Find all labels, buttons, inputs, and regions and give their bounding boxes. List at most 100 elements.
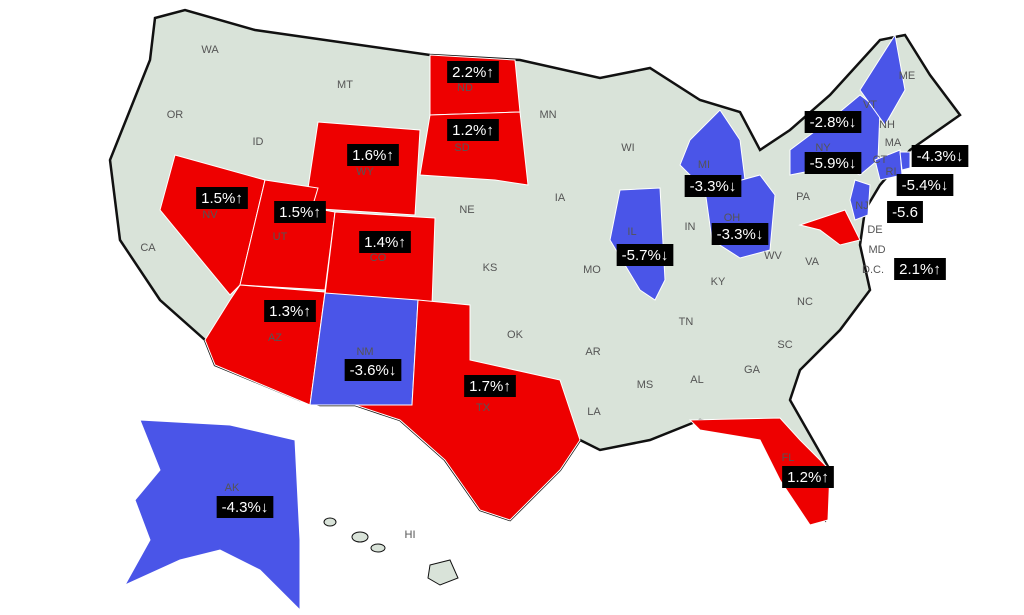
state-abbr: NJ [855,200,868,212]
change-badge: 2.2%↑ [447,61,499,83]
change-badge: -2.8%↓ [804,111,862,133]
change-label: 1.2%↑ [787,469,829,486]
state-abbr: KS [483,262,498,274]
state-abbr: ND [457,82,473,94]
state-abbr: NY [815,142,831,154]
state-abbr: OR [167,109,184,121]
change-badge: -4.3%↓ [216,496,274,518]
state-abbr: DE [867,224,882,236]
state-abbr: RI [886,166,897,178]
state-abbr: CA [140,242,156,254]
change-badge: -5.9%↓ [804,152,862,174]
state-abbr: AK [225,482,240,494]
state-abbr: VT [863,99,877,111]
badge-bg [896,174,954,196]
state-abbr: WA [201,44,219,56]
change-badge: 1.4%↑ [359,231,411,253]
change-label: -3.3%↓ [690,178,737,195]
state-md [798,209,861,246]
change-label: -3.3%↓ [717,226,764,243]
state-abbr: MN [539,109,556,121]
change-label: 2.1%↑ [899,261,941,278]
state-abbr: MD [868,244,885,256]
change-badge: 1.2%↑ [782,466,834,488]
change-badge: 1.5%↑ [274,201,326,223]
change-label: -5.7%↓ [622,247,669,264]
state-abbr: OH [724,212,741,224]
state-sd [419,111,529,186]
change-badge: 1.6%↑ [347,144,399,166]
state-abbr: IN [685,221,696,233]
state-fl [688,417,831,526]
change-label: -2.8%↓ [810,114,857,131]
badge-bg [782,466,834,488]
change-badge: 1.5%↑ [196,187,248,209]
state-abbr: NE [459,204,474,216]
badge-bg [911,145,969,167]
badge-bg [804,111,862,133]
state-abbr: CT [873,154,888,166]
state-abbr: WI [621,142,634,154]
state-abbr: SC [777,339,792,351]
state-abbr: AR [585,346,600,358]
state-tx [354,299,581,521]
state-abbr: AZ [268,332,282,344]
badge-bg [894,258,946,280]
state-abbr: MS [637,379,654,391]
state-abbr: ID [253,136,264,148]
state-ak [123,419,301,612]
badge-bg [216,496,274,518]
change-label: 1.5%↑ [279,204,321,221]
state-abbr: CO [370,252,387,264]
change-label: 1.6%↑ [352,147,394,164]
badge-bg [711,223,769,245]
change-badge: -5.7%↓ [616,244,674,266]
change-label: 1.3%↑ [269,303,311,320]
state-ri [899,151,911,171]
change-label: 1.5%↑ [201,190,243,207]
badge-bg [447,119,499,141]
state-abbr: KY [711,276,726,288]
badge-bg [887,201,923,223]
labels: WA OR CA ID MT ND SD WY NV UT CO AZ NM TX MN WI IA NE KS MO… [140,44,969,541]
hawaii-island [370,543,386,553]
change-badge: -3.3%↓ [711,223,769,245]
state-abbr: MI [698,159,710,171]
state-abbr: PA [796,191,811,203]
change-label: -5.4%↓ [902,177,949,194]
state-abbr: NH [879,119,895,131]
state-abbr: LA [587,406,601,418]
state-abbr: NM [356,346,373,358]
state-abbr: D.C. [862,264,884,276]
state-abbr: WV [764,250,782,262]
state-abbr: NC [797,296,813,308]
state-abbr: VA [805,256,820,268]
state-abbr: SD [454,142,469,154]
state-abbr: AL [690,374,703,386]
state-abbr: IA [555,192,566,204]
change-badge: 1.7%↑ [464,375,516,397]
state-nj [849,179,871,221]
hawaii-island [351,531,369,543]
state-abbr: TN [679,316,694,328]
change-badge: -4.3%↓ [911,145,969,167]
change-badge: -3.3%↓ [684,175,742,197]
change-label: 1.4%↑ [364,234,406,251]
state-abbr: OK [507,329,524,341]
badge-bg [196,187,248,209]
state-abbr: MO [583,264,601,276]
state-abbr: TX [476,402,491,414]
badge-bg [347,144,399,166]
change-badge: 2.1%↑ [894,258,946,280]
state-abbr: WY [356,166,374,178]
state-abbr: GA [744,364,761,376]
state-abbr: MT [337,79,353,91]
change-label: -4.3%↓ [917,148,964,165]
badge-bg [359,231,411,253]
badge-bg [274,201,326,223]
badge-bg [684,175,742,197]
badge-bg [344,359,402,381]
change-label: 1.2%↑ [452,122,494,139]
change-badge: -5.6 [887,201,923,223]
